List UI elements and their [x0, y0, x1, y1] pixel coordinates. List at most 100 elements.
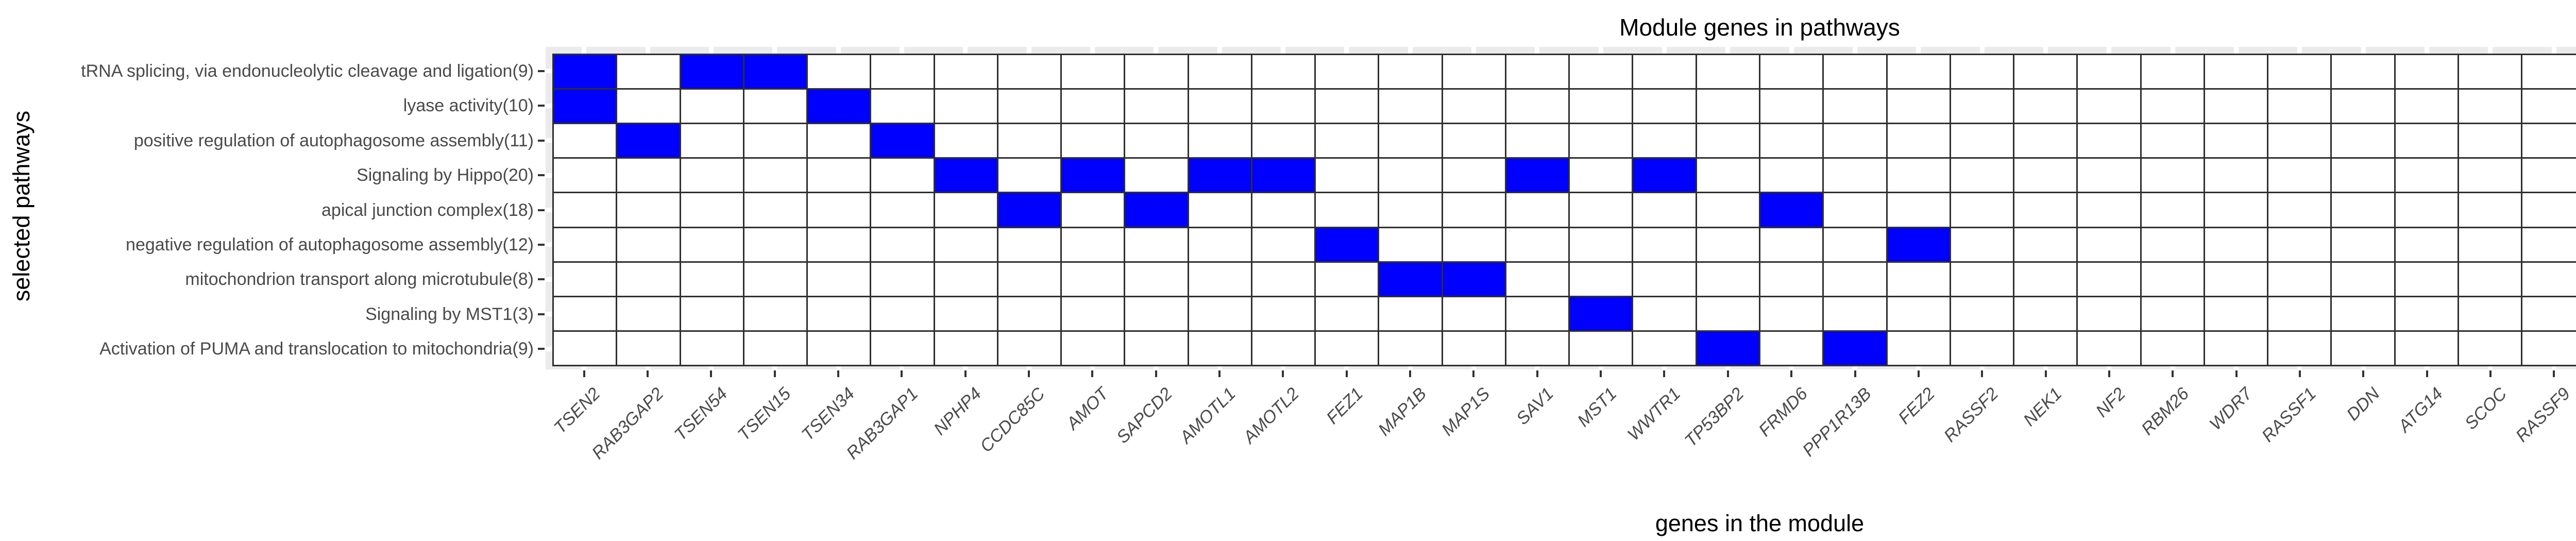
heatmap-cell — [1189, 228, 1251, 261]
heatmap-cell — [2014, 55, 2077, 89]
heatmap-cell — [1252, 297, 1315, 330]
heatmap-cell — [2332, 228, 2394, 261]
heatmap-cell — [1633, 193, 1696, 227]
heatmap-cell — [2141, 124, 2204, 158]
y-tick — [538, 313, 545, 315]
heatmap-cell — [2332, 331, 2394, 365]
y-tick — [538, 70, 545, 72]
heatmap-cell — [871, 90, 934, 123]
x-tick — [1600, 370, 1602, 377]
heatmap-cell — [2395, 193, 2458, 227]
gene-label: NF2 — [2092, 384, 2129, 421]
heatmap-cell — [1887, 228, 1950, 261]
heatmap-cell — [1062, 228, 1124, 261]
heatmap-cell — [2459, 90, 2521, 123]
heatmap-cell — [998, 55, 1061, 89]
heatmap-cell — [1506, 55, 1569, 89]
heatmap-cell — [2459, 124, 2521, 158]
heatmap-cell — [998, 159, 1061, 192]
pathway-label: Signaling by MST1(3) — [365, 304, 534, 324]
heatmap-cell — [2522, 331, 2576, 365]
gene-label: WWTR1 — [1623, 384, 1685, 445]
heatmap-cell — [2522, 297, 2576, 330]
heatmap-cell — [1824, 124, 1886, 158]
heatmap-cell — [935, 193, 997, 227]
y-tick — [538, 348, 545, 350]
heatmap-cell — [1951, 262, 2013, 296]
x-tick — [1726, 370, 1729, 377]
heatmap-cell — [2141, 297, 2204, 330]
heatmap-cell — [2522, 193, 2576, 227]
heatmap-cell — [1824, 90, 1886, 123]
heatmap-cell — [1824, 159, 1886, 192]
heatmap-cell — [1379, 55, 1442, 89]
gene-label: AMOT — [1062, 384, 1113, 434]
heatmap-cell — [681, 262, 743, 296]
pathway-label: Activation of PUMA and translocation to … — [99, 339, 534, 359]
heatmap-cell — [1951, 297, 2013, 330]
heatmap-cell — [1125, 124, 1188, 158]
heatmap-cell — [1697, 124, 1759, 158]
x-tick — [2172, 370, 2174, 377]
heatmap-cell — [2395, 297, 2458, 330]
heatmap-cell — [1443, 297, 1505, 330]
heatmap-cell — [871, 228, 934, 261]
heatmap-cell — [2205, 228, 2267, 261]
heatmap-cell — [1760, 228, 1823, 261]
heatmap-cell — [2268, 297, 2331, 330]
heatmap-cell — [1887, 159, 1950, 192]
heatmap-cell — [1189, 90, 1251, 123]
heatmap-cell — [681, 124, 743, 158]
heatmap-cell — [2078, 297, 2140, 330]
heatmap-cell — [935, 55, 997, 89]
gene-label: MST1 — [1574, 384, 1621, 431]
x-tick — [647, 370, 649, 377]
heatmap-cell — [1379, 297, 1442, 330]
heatmap-cell — [2268, 55, 2331, 89]
heatmap-cell — [1951, 228, 2013, 261]
heatmap-cell — [1633, 331, 1696, 365]
pathway-label: mitochondrion transport along microtubul… — [185, 269, 534, 290]
heatmap-cell — [1379, 262, 1442, 296]
heatmap-cell — [2205, 159, 2267, 192]
x-tick — [1536, 370, 1538, 377]
heatmap-cell — [1570, 55, 1632, 89]
heatmap-cell — [1697, 331, 1759, 365]
heatmap-cell — [2268, 159, 2331, 192]
heatmap-cell — [2459, 262, 2521, 296]
heatmap-cell — [681, 55, 743, 89]
heatmap-cell — [998, 262, 1061, 296]
gene-label: AMOTL1 — [1176, 384, 1240, 448]
heatmap-cell — [681, 90, 743, 123]
heatmap-cell — [2078, 124, 2140, 158]
heatmap-cell — [808, 90, 870, 123]
gene-label: CCDC85C — [976, 384, 1049, 457]
heatmap-cell — [2459, 193, 2521, 227]
heatmap-cell — [617, 331, 680, 365]
heatmap-cell — [617, 193, 680, 227]
heatmap-cell — [617, 297, 680, 330]
heatmap-cell — [2332, 159, 2394, 192]
heatmap-cell — [998, 331, 1061, 365]
heatmap-cell — [2078, 228, 2140, 261]
heatmap-cell — [2141, 55, 2204, 89]
heatmap-cell — [2522, 228, 2576, 261]
heatmap-cell — [744, 193, 807, 227]
heatmap-cell — [871, 159, 934, 192]
plot-panel — [546, 47, 2576, 369]
heatmap-cell — [2205, 331, 2267, 365]
heatmap-cell — [2078, 90, 2140, 123]
heatmap-cell — [1760, 55, 1823, 89]
x-tick — [901, 370, 903, 377]
x-tick — [1981, 370, 1984, 377]
gene-label: DDN — [2343, 384, 2384, 425]
x-tick — [2298, 370, 2301, 377]
x-tick — [1917, 370, 1920, 377]
heatmap-cell — [2268, 193, 2331, 227]
heatmap-cell — [1824, 297, 1886, 330]
heatmap-cell — [1506, 262, 1569, 296]
heatmap-cell — [998, 228, 1061, 261]
heatmap-cell — [1252, 262, 1315, 296]
heatmap-cell — [1189, 193, 1251, 227]
